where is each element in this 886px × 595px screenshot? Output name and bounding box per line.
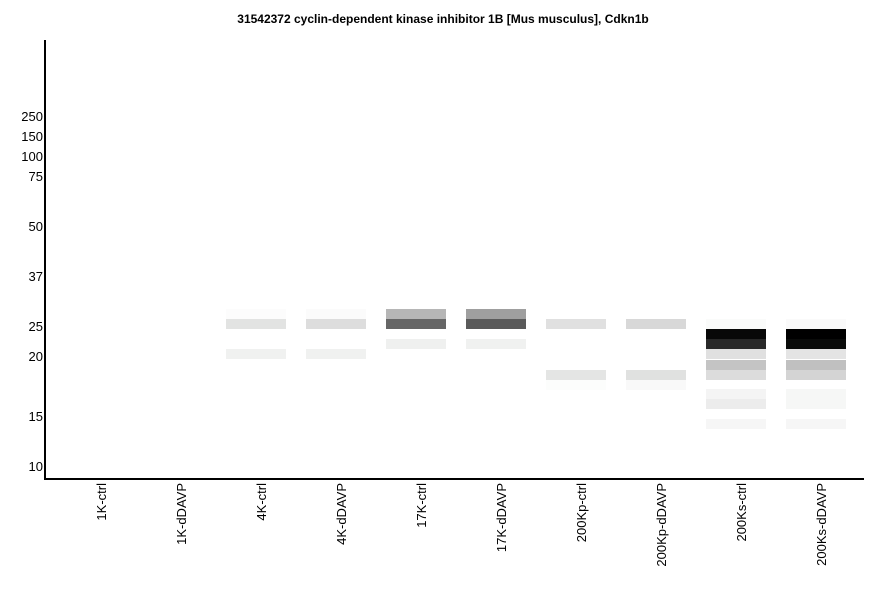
band: [706, 349, 766, 359]
band: [306, 319, 366, 329]
band: [786, 360, 846, 370]
lane-label: 17K-dDAVP: [494, 483, 509, 552]
band: [226, 309, 286, 319]
band: [786, 319, 846, 329]
y-tick-label: 250: [21, 109, 43, 124]
band: [786, 399, 846, 409]
band: [706, 399, 766, 409]
band: [546, 319, 606, 329]
y-tick-label: 75: [29, 169, 43, 184]
y-tick-label: 25: [29, 319, 43, 334]
band: [626, 319, 686, 329]
band: [466, 339, 526, 349]
band: [706, 339, 766, 349]
band: [786, 419, 846, 429]
band: [706, 370, 766, 380]
lane-label: 200Kp-dDAVP: [654, 483, 669, 567]
band: [546, 380, 606, 390]
band: [706, 389, 766, 399]
y-tick-label: 100: [21, 149, 43, 164]
band: [786, 389, 846, 399]
lane-label: 4K-ctrl: [254, 483, 269, 521]
y-tick-label: 150: [21, 129, 43, 144]
band: [386, 309, 446, 319]
band: [786, 349, 846, 359]
band: [546, 370, 606, 380]
band: [786, 339, 846, 349]
band: [706, 360, 766, 370]
y-tick-label: 10: [29, 459, 43, 474]
band: [386, 339, 446, 349]
band: [466, 319, 526, 329]
y-tick-label: 15: [29, 409, 43, 424]
y-tick-label: 37: [29, 269, 43, 284]
lane-label: 17K-ctrl: [414, 483, 429, 528]
lane-label: 4K-dDAVP: [334, 483, 349, 545]
band: [306, 309, 366, 319]
band: [706, 329, 766, 339]
y-tick-label: 50: [29, 219, 43, 234]
band: [626, 370, 686, 380]
band: [786, 370, 846, 380]
band: [226, 319, 286, 329]
lane-label: 1K-dDAVP: [174, 483, 189, 545]
band: [626, 380, 686, 390]
band: [706, 319, 766, 329]
band: [226, 349, 286, 359]
band: [786, 329, 846, 339]
band: [306, 349, 366, 359]
band: [386, 319, 446, 329]
lane-label: 200Kp-ctrl: [574, 483, 589, 542]
lane-label: 200Ks-dDAVP: [814, 483, 829, 566]
lane-label: 1K-ctrl: [94, 483, 109, 521]
lane-label: 200Ks-ctrl: [734, 483, 749, 542]
chart-title: 31542372 cyclin-dependent kinase inhibit…: [237, 12, 649, 26]
band: [706, 419, 766, 429]
band: [466, 309, 526, 319]
y-tick-label: 20: [29, 349, 43, 364]
